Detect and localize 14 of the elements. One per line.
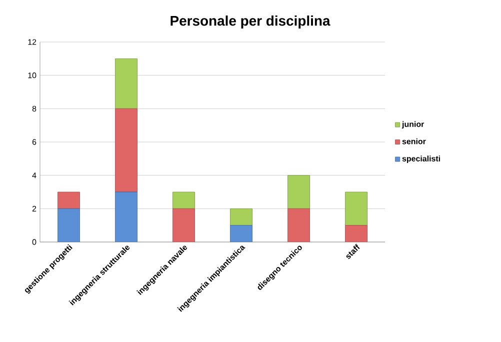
bar bbox=[115, 192, 138, 242]
bar bbox=[345, 225, 368, 242]
bar bbox=[172, 208, 195, 242]
bar bbox=[172, 192, 195, 209]
bar bbox=[58, 192, 80, 209]
bar bbox=[288, 208, 310, 242]
bar bbox=[115, 58, 138, 109]
bar bbox=[230, 225, 252, 242]
bar bbox=[345, 192, 368, 226]
bar bbox=[115, 108, 138, 192]
bar bbox=[288, 175, 310, 209]
bar bbox=[58, 208, 80, 242]
bar bbox=[230, 208, 252, 226]
chart-title: Personale per disciplina bbox=[170, 16, 330, 29]
